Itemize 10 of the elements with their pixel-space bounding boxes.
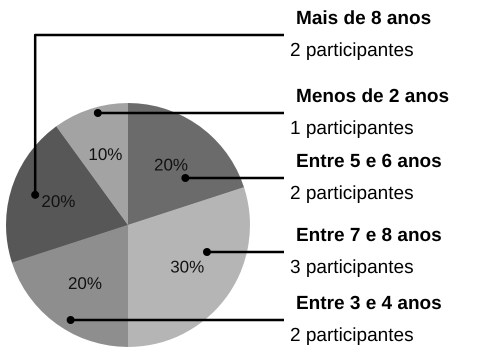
slice-label: Entre 3 e 4 anos 2 participantes <box>290 293 442 346</box>
slice-label: Menos de 2 anos 1 participantes <box>290 86 450 140</box>
slice-label: Entre 7 e 8 anos 3 participantes <box>290 225 442 278</box>
slice-label: Entre 5 e 6 anos 2 participantes <box>290 151 442 204</box>
data-label: 10% <box>88 145 122 164</box>
data-label: 20% <box>154 155 188 174</box>
data-label: 30% <box>170 258 204 277</box>
data-label: 20% <box>68 274 102 293</box>
slice-label: Mais de 8 anos 2 participantes <box>290 8 432 62</box>
data-label: 20% <box>41 192 76 212</box>
